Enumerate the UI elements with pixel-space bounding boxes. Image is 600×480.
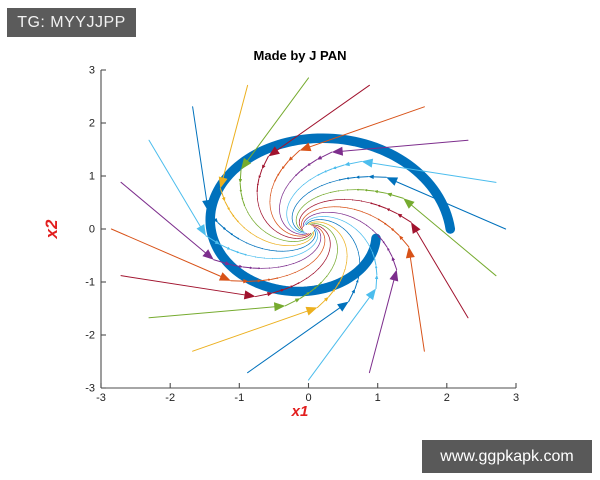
svg-text:-1: -1 xyxy=(85,277,95,289)
svg-text:-3: -3 xyxy=(85,383,95,395)
svg-text:1: 1 xyxy=(375,392,381,404)
svg-text:3: 3 xyxy=(513,392,519,404)
svg-text:2: 2 xyxy=(89,118,95,130)
svg-text:-2: -2 xyxy=(165,392,175,404)
svg-text:2: 2 xyxy=(444,392,450,404)
svg-text:0: 0 xyxy=(305,392,311,404)
svg-text:1: 1 xyxy=(89,171,95,183)
svg-text:3: 3 xyxy=(89,65,95,77)
svg-text:0: 0 xyxy=(89,224,95,236)
svg-text:-2: -2 xyxy=(85,330,95,342)
svg-text:-1: -1 xyxy=(234,392,244,404)
svg-text:-3: -3 xyxy=(96,392,106,404)
